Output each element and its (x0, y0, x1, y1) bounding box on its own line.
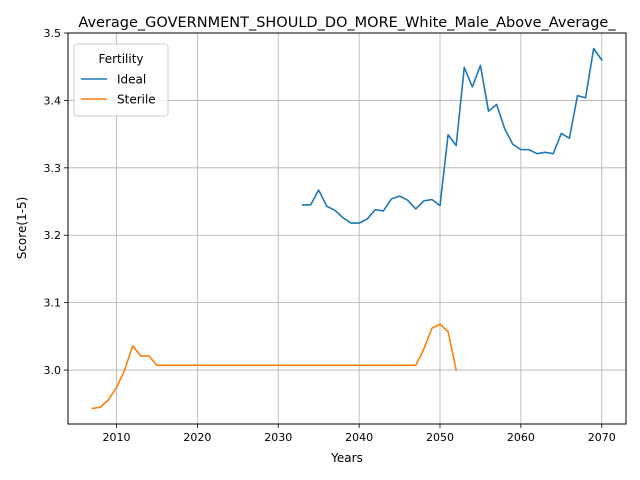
x-tick-label: 2060 (507, 431, 535, 444)
y-tick-label: 3.4 (44, 94, 62, 107)
x-axis-label: Years (330, 451, 363, 465)
series-lines (91, 47, 603, 410)
plot-frame (67, 32, 627, 425)
legend-box (73, 43, 169, 117)
x-tick-label: 2050 (426, 431, 454, 444)
grid-lines (68, 32, 626, 424)
series-line-sterile (91, 323, 458, 410)
x-tick-label: 2030 (264, 431, 292, 444)
y-tick-label: 3.2 (44, 229, 62, 242)
x-axis-ticks: 2010 2020 2030 2040 2050 2060 2070 (103, 424, 616, 444)
y-axis-ticks: 3.0 3.1 3.2 3.3 3.4 3.5 (44, 27, 68, 377)
chart-title: Average_GOVERNMENT_SHOULD_DO_MORE_White_… (78, 15, 616, 31)
y-tick-label: 3.0 (44, 364, 62, 377)
legend-title: Fertility (98, 52, 143, 66)
x-tick-label: 2070 (588, 431, 616, 444)
y-tick-label: 3.1 (44, 297, 62, 310)
legend-label-ideal: Ideal (117, 73, 146, 87)
y-tick-label: 3.3 (44, 162, 62, 175)
legend-label-sterile: Sterile (117, 93, 156, 107)
y-axis-label: Score(1-5) (15, 197, 29, 260)
series-line-ideal (301, 47, 603, 224)
x-tick-label: 2020 (183, 431, 211, 444)
y-tick-label: 3.5 (44, 27, 62, 40)
legend: Fertility Ideal Sterile (73, 43, 169, 117)
x-tick-label: 2010 (103, 431, 131, 444)
x-tick-label: 2040 (345, 431, 373, 444)
